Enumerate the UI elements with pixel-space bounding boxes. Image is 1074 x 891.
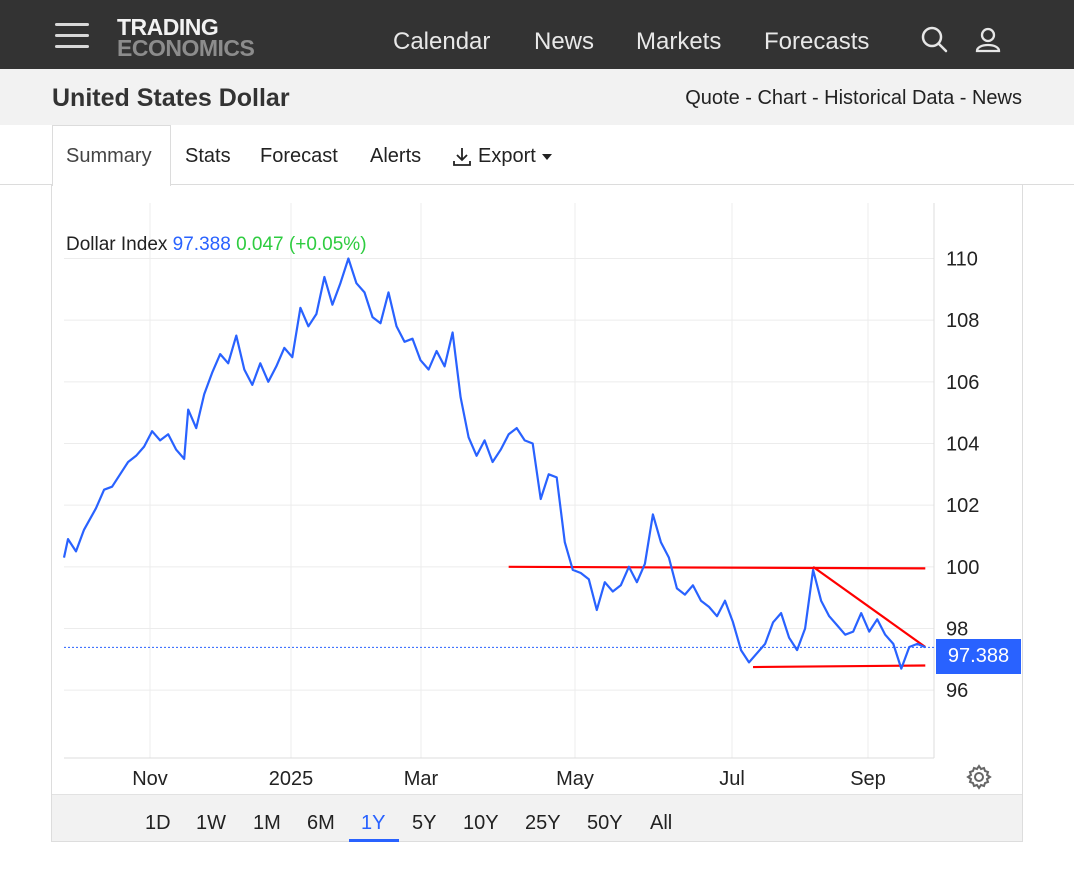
section-links[interactable]: Quote - Chart - Historical Data - News [685, 87, 1022, 109]
logo-line-2: ECONOMICS [117, 35, 255, 61]
chart-axis-labels: 96 98 100 102 104 106 108 110 Nov 2025 Mar May Jul Se… [132, 249, 979, 791]
trendline [753, 664, 926, 669]
y-tick-label: 102 [946, 495, 979, 517]
x-tick-label: Nov [132, 768, 168, 790]
range-1y[interactable]: 1Y [361, 812, 386, 834]
y-tick-label: 100 [946, 557, 979, 579]
range-10y[interactable]: 10Y [463, 812, 499, 834]
tab-stats[interactable]: Stats [185, 145, 231, 167]
export-label: Export [478, 145, 536, 167]
time-range-bar [52, 794, 1022, 841]
current-price-tag: 97.388 [936, 639, 1021, 674]
range-25y[interactable]: 25Y [525, 812, 561, 834]
gear-icon[interactable] [966, 764, 992, 795]
range-5y[interactable]: 5Y [412, 812, 437, 834]
range-1w[interactable]: 1W [196, 812, 226, 834]
menu-icon[interactable] [55, 23, 89, 49]
dollar-index-line [62, 257, 926, 670]
x-tick-label: Sep [850, 768, 886, 790]
range-50y[interactable]: 50Y [587, 812, 623, 834]
chart-trendlines [508, 565, 926, 669]
y-tick-label: 110 [946, 249, 978, 271]
top-navigation-bar: TRADING ECONOMICS Calendar News Markets … [0, 0, 1074, 69]
range-1d[interactable]: 1D [145, 812, 171, 834]
tab-summary[interactable]: Summary [66, 145, 152, 167]
x-tick-label: 2025 [269, 768, 314, 790]
chart-panel [51, 185, 1023, 842]
range-all[interactable]: All [650, 812, 673, 834]
active-range-indicator [349, 839, 399, 842]
tab-alerts[interactable]: Alerts [370, 145, 422, 167]
nav-markets[interactable]: Markets [636, 28, 722, 55]
legend-value: 97.388 [172, 234, 231, 255]
page-header-bar [0, 69, 1074, 125]
page-title: United States Dollar [52, 84, 290, 112]
tab-forecast[interactable]: Forecast [260, 145, 338, 167]
legend-name: Dollar Index [66, 234, 168, 255]
y-tick-label: 96 [946, 680, 968, 702]
nav-news[interactable]: News [534, 28, 595, 55]
trendline [508, 565, 926, 570]
nav-forecasts[interactable]: Forecasts [764, 28, 870, 55]
y-tick-label: 106 [946, 372, 979, 394]
tabs-bar [0, 125, 1074, 185]
trendline [812, 565, 926, 648]
search-icon[interactable] [920, 25, 950, 55]
download-icon [453, 147, 471, 166]
logo-line-1: TRADING [117, 14, 219, 40]
tab-summary-box[interactable] [52, 125, 171, 186]
y-tick-label: 104 [946, 434, 979, 456]
y-tick-label: 108 [946, 310, 979, 332]
legend-change: 0.047 (+0.05%) [236, 234, 367, 255]
trading-economics-logo[interactable]: TRADING ECONOMICS [117, 14, 255, 61]
range-6m[interactable]: 6M [307, 812, 335, 834]
caret-down-icon [541, 153, 552, 160]
nav-calendar[interactable]: Calendar [393, 28, 491, 55]
x-tick-label: Mar [404, 768, 439, 790]
tab-export[interactable]: Export [451, 145, 554, 168]
user-icon[interactable] [973, 25, 1003, 55]
chart-grid [64, 203, 935, 759]
x-tick-label: Jul [719, 768, 745, 790]
range-1m[interactable]: 1M [253, 812, 281, 834]
x-tick-label: May [556, 768, 594, 790]
y-tick-label: 98 [946, 619, 968, 641]
chart-legend: Dollar Index 97.388 0.047 (+0.05%) [66, 234, 367, 256]
